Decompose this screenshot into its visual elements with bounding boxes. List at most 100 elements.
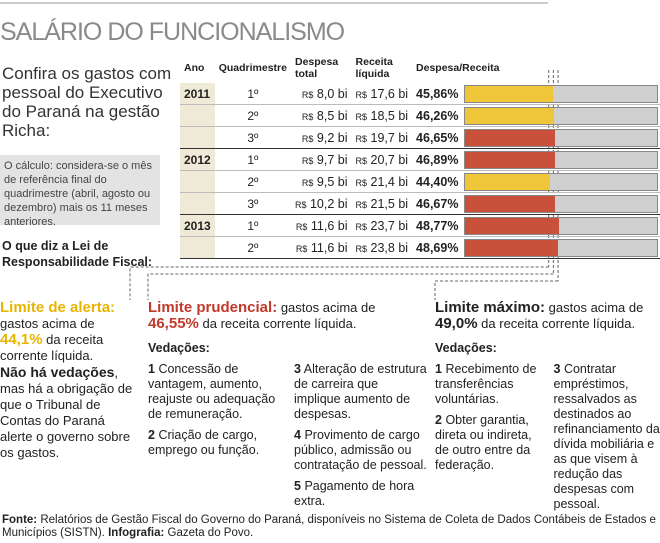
item: 1 Recebimento de transferências voluntár… — [435, 362, 542, 407]
source: Fonte: Relatórios de Gestão Fiscal do Go… — [2, 514, 658, 540]
currency: R$ — [294, 199, 307, 210]
revenue-value: 21,4 bi — [370, 174, 409, 189]
item: 1 Concessão de vantagem, aumento, reajus… — [148, 362, 282, 422]
bar-track — [464, 106, 658, 125]
item-text: Concessão de vantagem, aumento, reajuste… — [148, 362, 276, 421]
item-number: 2 — [435, 413, 442, 427]
currency: R$ — [355, 89, 368, 100]
year: 2011 — [180, 83, 215, 105]
year — [180, 170, 215, 193]
bar-track — [464, 238, 658, 257]
bar-track — [464, 150, 658, 169]
limit-value: 46,55% — [148, 315, 199, 332]
limit-rest: da receita corrente líquida. — [202, 316, 357, 331]
expense: R$ 10,2 bi — [290, 192, 352, 215]
item: 5 Pagamento de hora extra. — [294, 479, 428, 509]
item-text: Obter garantia, direta ou indireta, de o… — [435, 413, 532, 472]
revenue: R$ 19,7 bi — [351, 126, 413, 149]
revenue-value: 23,8 bi — [370, 240, 409, 255]
ratio-label: 48,77% — [412, 214, 463, 237]
column-header: Despesa/Receita — [416, 62, 500, 74]
table-row: 2º R$ 9,5 bi R$ 21,4 bi 44,40% — [180, 170, 660, 193]
item-text: Alteração de estrutura de carreira que i… — [294, 362, 427, 421]
currency: R$ — [355, 177, 368, 188]
item-text: Contratar empréstimos, ressalvados as de… — [553, 362, 660, 511]
limit-value: 49,0% — [435, 315, 478, 332]
expense: R$ 8,5 bi — [290, 104, 352, 127]
bar-track — [464, 216, 658, 235]
expense: R$ 11,6 bi — [290, 236, 352, 259]
connector — [129, 266, 549, 300]
year — [180, 104, 215, 127]
items: 1 Concessão de vantagem, aumento, reajus… — [148, 362, 428, 512]
currency: R$ — [355, 243, 368, 254]
bar — [465, 173, 551, 190]
item-number: 1 — [435, 362, 442, 376]
item-text: Pagamento de hora extra. — [294, 479, 415, 508]
item-number: 5 — [294, 479, 301, 493]
currency: R$ — [355, 221, 368, 232]
item-text: Recebimento de transferências voluntária… — [435, 362, 537, 406]
currency: R$ — [355, 155, 368, 166]
limit-box: Limite de alerta: gastos acima de 44,1% … — [0, 300, 135, 461]
item-number: 4 — [294, 428, 301, 442]
item: 2 Obter garantia, direta ou indireta, de… — [435, 413, 542, 473]
items-heading: Vedações: — [435, 341, 497, 355]
item-number: 1 — [148, 362, 155, 376]
bar-track — [464, 128, 658, 147]
expense-value: 10,2 bi — [309, 196, 348, 211]
column-header: Receita líquida — [355, 56, 393, 80]
item-text: Criação de cargo, emprego ou função. — [148, 428, 260, 457]
currency: R$ — [355, 199, 368, 210]
quarter: 1º — [214, 214, 291, 237]
revenue-value: 20,7 bi — [370, 152, 409, 167]
credit-label: Infografia: — [108, 527, 165, 539]
currency: R$ — [301, 155, 314, 166]
year — [180, 126, 215, 149]
bar — [465, 129, 555, 146]
revenue: R$ 21,4 bi — [351, 170, 413, 193]
item: 4 Provimento de cargo público, admissão … — [294, 428, 428, 473]
bar-cell — [462, 170, 660, 193]
bar-cell — [462, 192, 660, 215]
bar — [465, 239, 559, 256]
limit-rest: da receita corrente líquida. — [481, 316, 636, 331]
revenue-value: 18,5 bi — [370, 108, 409, 123]
currency: R$ — [295, 243, 308, 254]
bar — [465, 85, 554, 102]
currency: R$ — [295, 221, 308, 232]
item-number: 3 — [294, 362, 301, 376]
limit-box: Limite máximo: gastos acima de 49,0% da … — [435, 300, 660, 512]
header-row: Ano Quadrimestre Despesa total Receita líqu… — [180, 56, 660, 83]
bar-track — [464, 84, 658, 103]
source-text: Relatórios de Gestão Fiscal do Governo d… — [2, 514, 656, 539]
revenue: R$ 20,7 bi — [351, 148, 413, 171]
quarter: 1º — [214, 83, 291, 105]
limit-note-text: , mas há a obrigação de que o Tribunal d… — [0, 365, 133, 460]
revenue: R$ 23,7 bi — [351, 214, 413, 237]
currency: R$ — [355, 133, 368, 144]
expense: R$ 11,6 bi — [290, 214, 352, 237]
revenue-value: 19,7 bi — [370, 130, 409, 145]
limit-intro: gastos acima de — [0, 316, 95, 331]
limit-value: 44,1% — [0, 331, 43, 348]
connector — [434, 280, 559, 300]
expense-value: 9,2 bi — [316, 130, 348, 145]
connector — [147, 273, 554, 300]
table-row: 2011 1º R$ 8,0 bi R$ 17,6 bi 45,86% — [180, 83, 660, 105]
table-row: 3º R$ 10,2 bi R$ 21,5 bi 46,67% — [180, 192, 660, 215]
currency: R$ — [301, 111, 314, 122]
currency: R$ — [301, 177, 314, 188]
revenue-value: 17,6 bi — [370, 86, 409, 101]
bar-cell — [462, 104, 660, 127]
limit-text: Limite máximo: gastos acima de 49,0% da … — [435, 300, 660, 332]
ratio-label: 46,65% — [412, 126, 463, 149]
column-header: Despesa total — [294, 56, 339, 80]
quarter: 2º — [214, 104, 291, 127]
currency: R$ — [301, 89, 314, 100]
item: 2 Criação de cargo, emprego ou função. — [148, 428, 282, 458]
expense-value: 9,5 bi — [316, 174, 348, 189]
items: 1 Recebimento de transferências voluntár… — [435, 362, 660, 512]
revenue: R$ 17,6 bi — [351, 83, 413, 105]
